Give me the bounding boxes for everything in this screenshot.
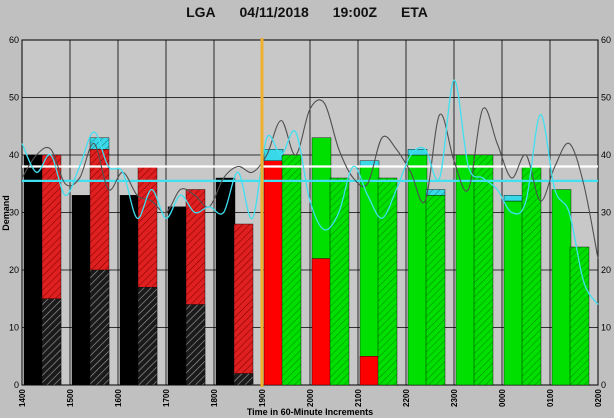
x-tick-label: 1400 bbox=[18, 389, 27, 407]
x-tick-label: 1900 bbox=[258, 389, 267, 407]
bar-black-solid bbox=[119, 195, 140, 386]
y-tick-label-left: 50 bbox=[9, 93, 19, 103]
reference-lines bbox=[22, 165, 598, 182]
bar-green-hatched bbox=[329, 177, 350, 386]
y-tick-label-right: 50 bbox=[601, 93, 611, 103]
y-tick-label-left: 30 bbox=[9, 208, 19, 218]
bar-overlay-red bbox=[311, 258, 332, 386]
series-line-gray bbox=[21, 99, 599, 259]
y-tick-label-left: 10 bbox=[9, 323, 19, 333]
bar-overlay-black bbox=[185, 304, 206, 386]
bar-red-solid bbox=[263, 160, 284, 386]
bar-overlay-black bbox=[41, 298, 62, 386]
y-tick-label-left: 60 bbox=[9, 35, 19, 45]
chart-mode: ETA bbox=[400, 4, 428, 20]
bar-green-hatched bbox=[281, 154, 302, 386]
airport-code: LGA bbox=[186, 4, 216, 20]
y-tick-label-left: 40 bbox=[9, 150, 19, 160]
bar-black-solid bbox=[23, 154, 44, 386]
y-tick-label-right: 0 bbox=[601, 380, 606, 390]
bar-green-hatched bbox=[377, 177, 398, 386]
y-tick-label-right: 60 bbox=[601, 35, 611, 45]
chart-time: 19:00Z bbox=[332, 4, 378, 20]
x-tick-label: 2300 bbox=[450, 389, 459, 407]
y-tick-label-left: 20 bbox=[9, 265, 19, 275]
tick-layer: 0 0 10 10 20 20 30 30 40 40 50 50 60 60 1400 1500 1600 17… bbox=[9, 35, 611, 407]
bar-red-hatched bbox=[233, 223, 254, 386]
bar-exceed-cap bbox=[425, 189, 446, 196]
y-tick-label-right: 30 bbox=[601, 208, 611, 218]
x-tick-label: 0200 bbox=[594, 389, 603, 407]
bar-green-hatched bbox=[569, 246, 590, 386]
y-tick-label-right: 40 bbox=[601, 150, 611, 160]
x-tick-label: 2100 bbox=[354, 389, 363, 407]
chart-title: LGA 04/11/2018 19:00Z ETA bbox=[0, 4, 614, 20]
bar-green-solid bbox=[503, 200, 524, 386]
bar-green-solid bbox=[407, 154, 428, 386]
bar-green-hatched bbox=[521, 166, 542, 386]
y-tick-label-right: 20 bbox=[601, 265, 611, 275]
bar-layer bbox=[23, 137, 590, 386]
x-tick-label: 1600 bbox=[114, 389, 123, 407]
bar-overlay-black bbox=[89, 269, 110, 386]
bar-black-solid bbox=[71, 195, 92, 386]
chart-date: 04/11/2018 bbox=[239, 4, 309, 20]
bar-overlay-black bbox=[233, 373, 254, 386]
x-tick-label: 0000 bbox=[498, 389, 507, 407]
y-tick-label-right: 10 bbox=[601, 323, 611, 333]
x-axis-label: Time in 60-Minute Increments bbox=[247, 407, 373, 417]
x-tick-label: 1800 bbox=[210, 389, 219, 407]
bar-green-hatched bbox=[425, 195, 446, 386]
bar-exceed-cap bbox=[503, 195, 524, 202]
bar-overlay-red bbox=[359, 356, 380, 386]
x-tick-label: 0100 bbox=[546, 389, 555, 407]
x-tick-label: 1700 bbox=[162, 389, 171, 407]
line-layer bbox=[21, 79, 599, 305]
bar-overlay-black bbox=[137, 287, 158, 386]
grid-layer bbox=[22, 40, 598, 385]
x-tick-label: 1500 bbox=[66, 389, 75, 407]
y-tick-label-left: 0 bbox=[14, 380, 19, 390]
x-tick-label: 2200 bbox=[402, 389, 411, 407]
bar-black-solid bbox=[167, 206, 188, 386]
x-tick-label: 2000 bbox=[306, 389, 315, 407]
bar-green-solid bbox=[455, 154, 476, 386]
y-axis-label: Demand bbox=[1, 195, 11, 231]
bar-green-solid bbox=[551, 189, 572, 386]
bar-green-hatched bbox=[473, 154, 494, 386]
series-line-cyan bbox=[21, 79, 599, 305]
